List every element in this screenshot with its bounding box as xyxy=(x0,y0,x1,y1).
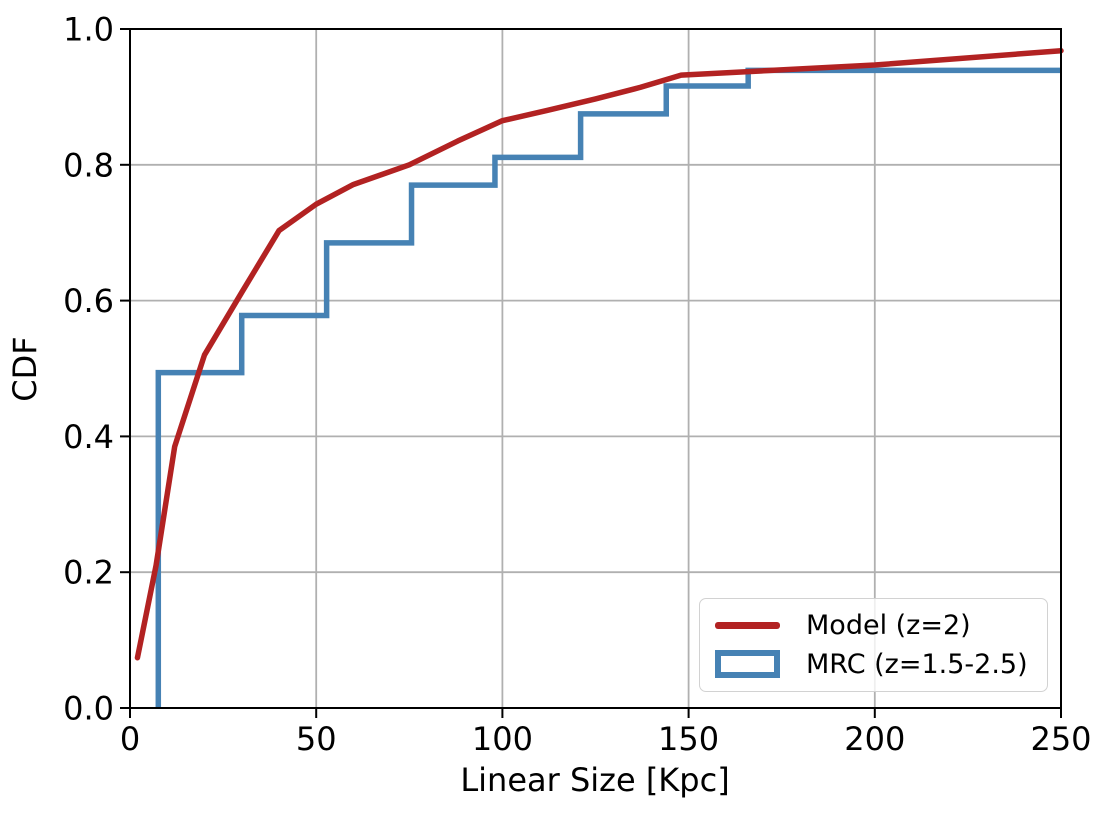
mrc-rect-swatch-wrap xyxy=(715,650,780,679)
model-line xyxy=(134,47,1064,661)
y-tick-label-0.2: 0.2 xyxy=(63,554,114,592)
legend-model-swatch xyxy=(715,622,780,630)
y-axis-label: CDF xyxy=(6,336,44,401)
y-tick-label-0.4: 0.4 xyxy=(63,418,114,456)
legend-item-model: Model (z=2) xyxy=(700,610,1047,641)
legend-item-mrc: MRC (z=1.5-2.5) xyxy=(700,649,1047,680)
legend-model-label: Model (z=2) xyxy=(806,610,971,642)
x-tick-label-200: 200 xyxy=(844,720,905,758)
mrc-step-line xyxy=(155,67,1061,708)
data-layer xyxy=(134,47,1064,708)
tick-layer: 0 50 100 150 200 250 0.0 0.2 0.4 0.6 0.8 1.0 xyxy=(63,11,1091,759)
y-tick-label-1: 1.0 xyxy=(63,11,114,49)
x-tick-label-100: 100 xyxy=(472,720,533,758)
plot-border xyxy=(129,28,1062,709)
legend-mrc-swatch xyxy=(715,650,780,679)
model-line-swatch-wrap xyxy=(715,622,780,630)
legend-mrc-label: MRC (z=1.5-2.5) xyxy=(806,648,1028,680)
x-tick-label-250: 250 xyxy=(1030,720,1091,758)
x-axis-label: Linear Size [Kpc] xyxy=(460,761,729,799)
grid-layer xyxy=(130,29,1061,708)
legend: Model (z=2) MRC (z=1.5-2.5) xyxy=(699,598,1048,692)
x-tick-label-150: 150 xyxy=(658,720,719,758)
y-tick-label-0: 0.0 xyxy=(63,690,114,728)
x-tick-label-0: 0 xyxy=(120,720,140,758)
x-tick-label-50: 50 xyxy=(296,720,337,758)
y-tick-label-0.6: 0.6 xyxy=(63,282,114,320)
y-tick-label-0.8: 0.8 xyxy=(63,146,114,184)
